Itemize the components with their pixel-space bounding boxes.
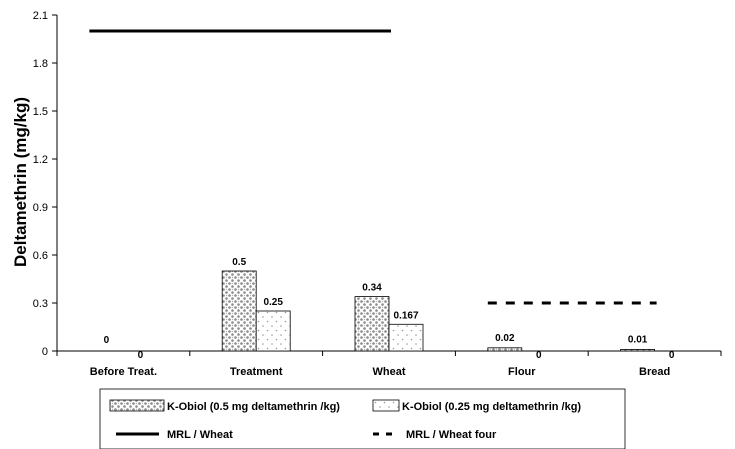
legend-label: K-Obiol (0.25 mg deltamethrin /kg) xyxy=(402,401,581,413)
bar-s1-4 xyxy=(620,348,655,352)
x-tick-labels: Before Treat. Treatment Wheat Flour Bread xyxy=(90,366,670,378)
x-tick-label: Treatment xyxy=(230,366,283,378)
y-tick-label: 0 xyxy=(42,346,48,358)
y-tick-label: 2.1 xyxy=(33,10,48,22)
x-tick-label: Bread xyxy=(639,366,670,378)
bar-s1-1 xyxy=(221,270,257,352)
bar-value-label: 0.167 xyxy=(393,310,418,321)
y-tick-label: 0.9 xyxy=(33,202,48,214)
y-tick-label: 1.2 xyxy=(33,154,48,166)
bar-value-label: 0.25 xyxy=(263,297,283,308)
bar-s2-1 xyxy=(255,310,291,352)
bar-value-label: 0.5 xyxy=(232,257,246,268)
x-tick-label: Wheat xyxy=(373,366,406,378)
reference-lines xyxy=(89,29,657,305)
legend-label: K-Obiol (0.5 mg deltamethrin /kg) xyxy=(167,401,340,413)
bar-value-label: 0 xyxy=(536,350,542,361)
legend-swatch xyxy=(372,399,400,412)
legend-box xyxy=(99,388,626,449)
bar-value-label: 0 xyxy=(669,350,675,361)
bar-value-label: 0.02 xyxy=(495,333,515,344)
y-ticks: 0 0.3 0.6 0.9 1.2 1.5 1.8 2.1 xyxy=(33,10,57,358)
legend-swatch xyxy=(109,399,165,412)
legend-label: MRL / Wheat xyxy=(167,429,233,441)
x-tick-label: Flour xyxy=(508,366,536,378)
bar-s2-2 xyxy=(388,323,424,352)
y-tick-label: 0.6 xyxy=(33,250,48,262)
bar-value-label: 0 xyxy=(104,335,110,346)
y-tick-label: 1.8 xyxy=(33,58,48,70)
bar-labels: 0 0.5 0.34 0.02 0.01 0 0.25 0.167 0 0 xyxy=(104,257,675,361)
bar-s1-3 xyxy=(487,347,523,352)
y-tick-label: 0.3 xyxy=(33,298,48,310)
legend: K-Obiol (0.5 mg deltamethrin /kg) K-Obiol… xyxy=(99,388,626,449)
bar-s1-2 xyxy=(354,296,390,352)
y-axis-label: Deltamethrin (mg/kg) xyxy=(11,97,30,267)
y-tick-label: 1.5 xyxy=(33,106,48,118)
bar-value-label: 0 xyxy=(138,350,144,361)
x-tick-label: Before Treat. xyxy=(90,366,157,378)
bar-value-label: 0.34 xyxy=(362,283,382,294)
bar-value-label: 0.01 xyxy=(628,334,648,345)
bars xyxy=(221,270,655,352)
legend-label: MRL / Wheat four xyxy=(406,429,497,441)
